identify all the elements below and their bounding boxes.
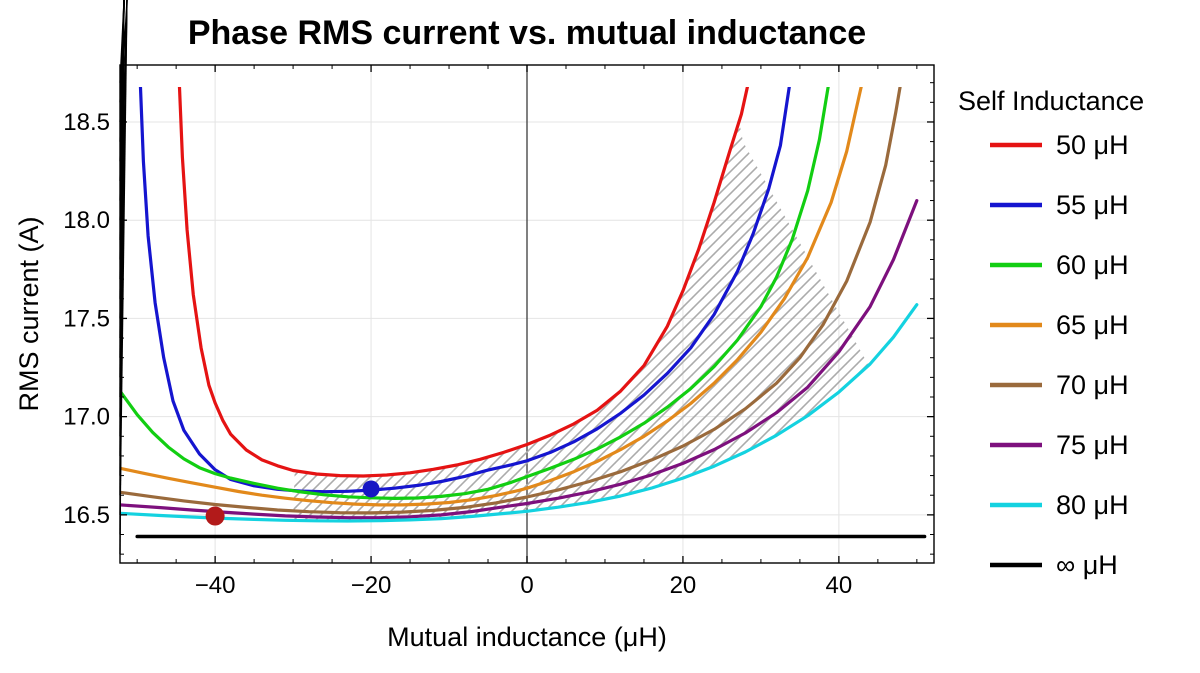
y-tick-label: 18.0 xyxy=(63,207,110,234)
point-marker xyxy=(205,506,225,526)
legend-label: 55 μH xyxy=(1056,190,1129,220)
tick-labels: −40 −20 0 20 40 16.5 17.0 17.5 18.0 18.5 xyxy=(63,109,852,599)
curve-80-uH xyxy=(120,303,919,523)
hatch-region xyxy=(293,121,868,521)
legend-item: 50 μH xyxy=(990,130,1129,160)
curve-65-uH xyxy=(120,87,863,507)
legend-item: 75 μH xyxy=(990,430,1129,460)
legend-label: ∞ μH xyxy=(1056,550,1118,580)
curve-75-uH xyxy=(120,199,919,520)
line xyxy=(119,0,128,123)
y-tick-label: 16.5 xyxy=(63,502,110,529)
y-tick-label: 17.5 xyxy=(63,305,110,332)
line xyxy=(119,0,125,83)
chart-title: Phase RMS current vs. mutual inductance xyxy=(188,14,866,52)
point-marker xyxy=(362,480,380,498)
curve-70-uH xyxy=(120,87,902,515)
legend-label: 60 μH xyxy=(1056,250,1129,280)
ticks xyxy=(119,0,934,563)
legend-item: ∞ μH xyxy=(990,550,1118,580)
x-tick-label: 40 xyxy=(826,572,853,599)
curve-55-uH xyxy=(138,87,791,494)
legend-item: 70 μH xyxy=(990,370,1129,400)
legend-label: 80 μH xyxy=(1056,490,1129,520)
legend-label: 50 μH xyxy=(1056,130,1129,160)
curve-50-uH xyxy=(177,87,750,478)
legend-item: 60 μH xyxy=(990,250,1129,280)
legend-label: 65 μH xyxy=(1056,310,1129,340)
legend-item: 80 μH xyxy=(990,490,1129,520)
markers xyxy=(205,480,380,526)
legend-item: 55 μH xyxy=(990,190,1129,220)
y-tick-label: 18.5 xyxy=(63,109,110,136)
curves xyxy=(120,87,927,539)
y-tick-label: 17.0 xyxy=(63,404,110,431)
legend-label: 75 μH xyxy=(1056,430,1129,460)
x-tick-label: −20 xyxy=(351,572,392,599)
hatch-region-group xyxy=(293,121,868,521)
legend-title: Self Inductance xyxy=(958,86,1144,116)
x-tick-label: 0 xyxy=(520,572,533,599)
legend: Self Inductance 50 μH 55 μH 60 μH 65 μH 70 μ… xyxy=(958,86,1144,580)
legend-item: 65 μH xyxy=(990,310,1129,340)
x-tick-label: −40 xyxy=(195,572,236,599)
x-tick-label: 20 xyxy=(670,572,697,599)
line xyxy=(119,0,128,221)
legend-label: 70 μH xyxy=(1056,370,1129,400)
x-axis-title: Mutual inductance (μH) xyxy=(387,622,667,652)
curve-60-uH xyxy=(120,87,830,500)
y-axis-title: RMS current (A) xyxy=(14,216,44,411)
